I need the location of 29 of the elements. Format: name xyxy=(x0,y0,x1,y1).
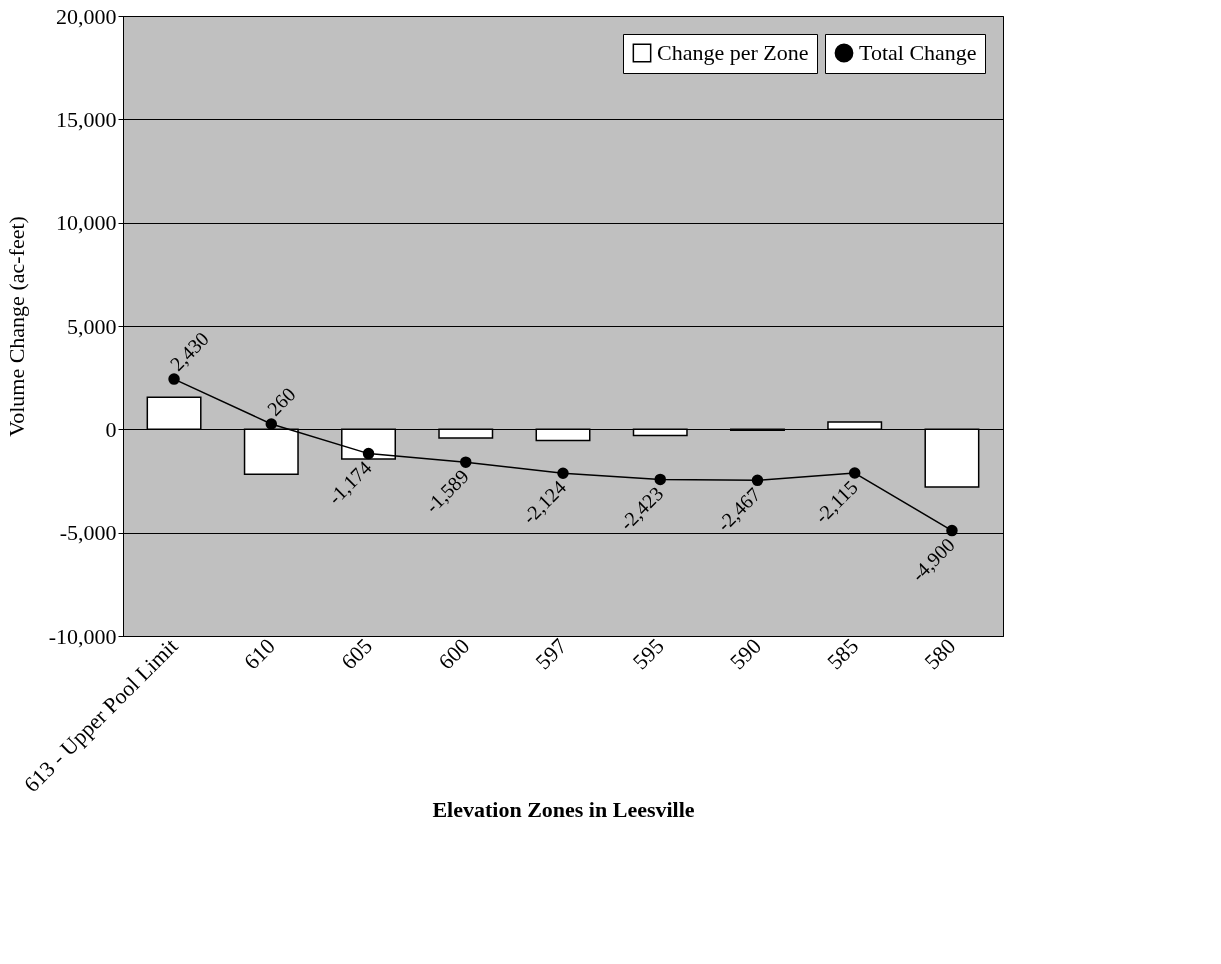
point xyxy=(460,456,472,468)
point xyxy=(168,373,180,385)
x-tick-label: 605 xyxy=(336,633,378,675)
x-tick-label: 610 xyxy=(238,633,280,675)
point xyxy=(362,447,375,460)
point xyxy=(557,467,569,479)
y-tick-label: 10,000 xyxy=(56,210,117,236)
y-tick-label: 5,000 xyxy=(67,313,117,339)
y-tick-label: 15,000 xyxy=(56,106,117,132)
point xyxy=(848,467,861,479)
y-tick-label: 0 xyxy=(105,416,117,442)
x-tick-label: 585 xyxy=(822,633,864,675)
point xyxy=(654,473,666,486)
y-tick-label: 20,000 xyxy=(56,3,117,29)
legend-label: Change per Zone xyxy=(657,40,809,65)
y-axis-title: Volume Change (ac-feet) xyxy=(3,216,29,437)
point xyxy=(265,418,278,430)
y-tick-label: -10,000 xyxy=(48,623,117,649)
x-tick-label: 597 xyxy=(530,633,572,675)
x-tick-label: 580 xyxy=(919,633,961,675)
x-tick-label: 600 xyxy=(433,633,475,675)
x-axis-title: Elevation Zones in Leesville xyxy=(432,797,695,823)
data-label: 260 xyxy=(262,382,300,420)
x-tick-label: 595 xyxy=(627,633,669,675)
y-tick-label: -5,000 xyxy=(59,520,117,546)
x-tick-label: 590 xyxy=(724,633,766,675)
point xyxy=(946,524,958,537)
point xyxy=(751,474,764,487)
legend-label: Total Change xyxy=(859,40,977,65)
